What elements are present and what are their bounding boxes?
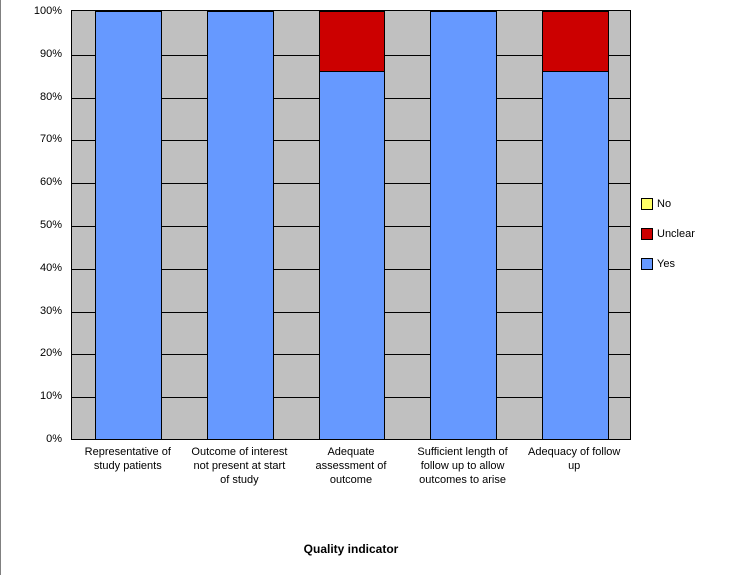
legend-label: Unclear [657, 228, 695, 240]
y-tick-label: 60% [16, 176, 62, 188]
y-tick-label: 40% [16, 262, 62, 274]
legend-swatch [641, 228, 653, 240]
x-axis-label: Quality indicator [71, 542, 631, 556]
legend-label: No [657, 198, 671, 210]
bar [542, 11, 609, 439]
bar-segment-yes [319, 71, 386, 439]
bar-segment-yes [95, 11, 162, 439]
legend-item-no: No [641, 198, 695, 210]
y-tick-label: 50% [16, 219, 62, 231]
bar-segment-unclear [542, 11, 609, 71]
x-tick-label: Sufficient length of follow up to allow … [411, 446, 514, 487]
x-tick-label: Adequate assessment of outcome [300, 446, 403, 487]
bar-segment-yes [207, 11, 274, 439]
y-tick-label: 80% [16, 91, 62, 103]
bar-segment-yes [542, 71, 609, 439]
y-tick-label: 10% [16, 390, 62, 402]
plot-area [71, 10, 631, 440]
x-tick-label: Representative of study patients [76, 446, 179, 474]
bar-segment-yes [430, 11, 497, 439]
legend-item-yes: Yes [641, 258, 695, 270]
y-tick-label: 20% [16, 347, 62, 359]
legend-swatch [641, 258, 653, 270]
x-tick-label: Outcome of interest not present at start… [188, 446, 291, 487]
quality-indicator-chart: Proportion of studies (%) 0%10%20%30%40%… [0, 0, 750, 575]
legend-label: Yes [657, 258, 675, 270]
bar [95, 11, 162, 439]
bar [207, 11, 274, 439]
bar [430, 11, 497, 439]
bar [319, 11, 386, 439]
y-tick-label: 70% [16, 133, 62, 145]
y-tick-label: 90% [16, 48, 62, 60]
x-tick-label: Adequacy of follow up [523, 446, 626, 474]
y-tick-label: 0% [16, 433, 62, 445]
legend-swatch [641, 198, 653, 210]
chart-wrap: Proportion of studies (%) 0%10%20%30%40%… [11, 0, 750, 575]
legend-item-unclear: Unclear [641, 228, 695, 240]
y-tick-label: 100% [16, 5, 62, 17]
y-tick-label: 30% [16, 305, 62, 317]
bar-segment-unclear [319, 11, 386, 71]
legend: No Unclear Yes [641, 180, 695, 288]
